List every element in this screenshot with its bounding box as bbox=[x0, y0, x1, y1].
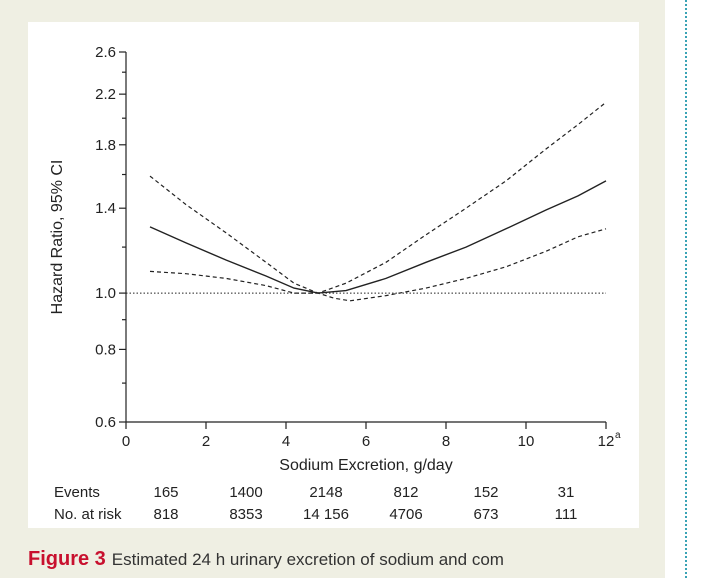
risk-table-cell: 14 156 bbox=[303, 506, 349, 523]
confidence-bound-line bbox=[149, 228, 607, 302]
x-tick-label: 0 bbox=[122, 433, 130, 450]
figure-caption: Figure 3 Estimated 24 h urinary excretion… bbox=[28, 548, 648, 571]
risk-table-cell: 1400 bbox=[229, 484, 262, 501]
y-tick-label: 0.6 bbox=[95, 414, 116, 431]
y-tick-label: 0.8 bbox=[95, 341, 116, 358]
figure-label: Figure 3 bbox=[28, 548, 106, 570]
risk-table-cell: 4706 bbox=[389, 506, 422, 523]
x-tick-label: 8 bbox=[442, 433, 450, 450]
x-tick-superscript: a bbox=[615, 430, 621, 441]
hazard-ratio-line bbox=[149, 180, 607, 294]
column-divider bbox=[685, 0, 687, 578]
confidence-bound-line bbox=[149, 101, 607, 294]
x-tick-label: 4 bbox=[282, 433, 290, 450]
risk-table-cell: 812 bbox=[393, 484, 418, 501]
y-tick-label: 1.8 bbox=[95, 137, 116, 154]
y-axis-title: Hazard Ratio, 95% CI bbox=[49, 160, 66, 315]
risk-table-cell: 165 bbox=[153, 484, 178, 501]
y-tick-label: 1.4 bbox=[95, 200, 116, 217]
hazard-ratio-chart: 0.6 0.8 1.0 1.4 1.8 2.2 2.6 0 2 4 6 8 10 12 a Sodium Ex… bbox=[49, 44, 621, 523]
y-tick-label: 2.2 bbox=[95, 86, 116, 103]
risk-table-cell: 2148 bbox=[309, 484, 342, 501]
x-axis-title: Sodium Excretion, g/day bbox=[279, 457, 452, 474]
risk-table-row-label: Events bbox=[54, 484, 100, 501]
chart-card: 0.6 0.8 1.0 1.4 1.8 2.2 2.6 0 2 4 6 8 10 12 a Sodium Ex… bbox=[28, 22, 639, 528]
risk-table-cell: 673 bbox=[473, 506, 498, 523]
risk-table-cell: 152 bbox=[473, 484, 498, 501]
risk-table-cell: 31 bbox=[558, 484, 575, 501]
x-tick-label: 12 bbox=[598, 433, 615, 450]
x-tick-label: 6 bbox=[362, 433, 370, 450]
x-tick-label: 10 bbox=[518, 433, 535, 450]
x-tick-label: 2 bbox=[202, 433, 210, 450]
risk-table-row-label: No. at risk bbox=[54, 506, 122, 523]
risk-table-cell: 818 bbox=[153, 506, 178, 523]
risk-table-cell: 8353 bbox=[229, 506, 262, 523]
risk-table-cell: 111 bbox=[555, 506, 578, 523]
y-tick-label: 1.0 bbox=[95, 285, 116, 302]
caption-text: Estimated 24 h urinary excretion of sodi… bbox=[111, 550, 504, 569]
y-tick-label: 2.6 bbox=[95, 44, 116, 61]
